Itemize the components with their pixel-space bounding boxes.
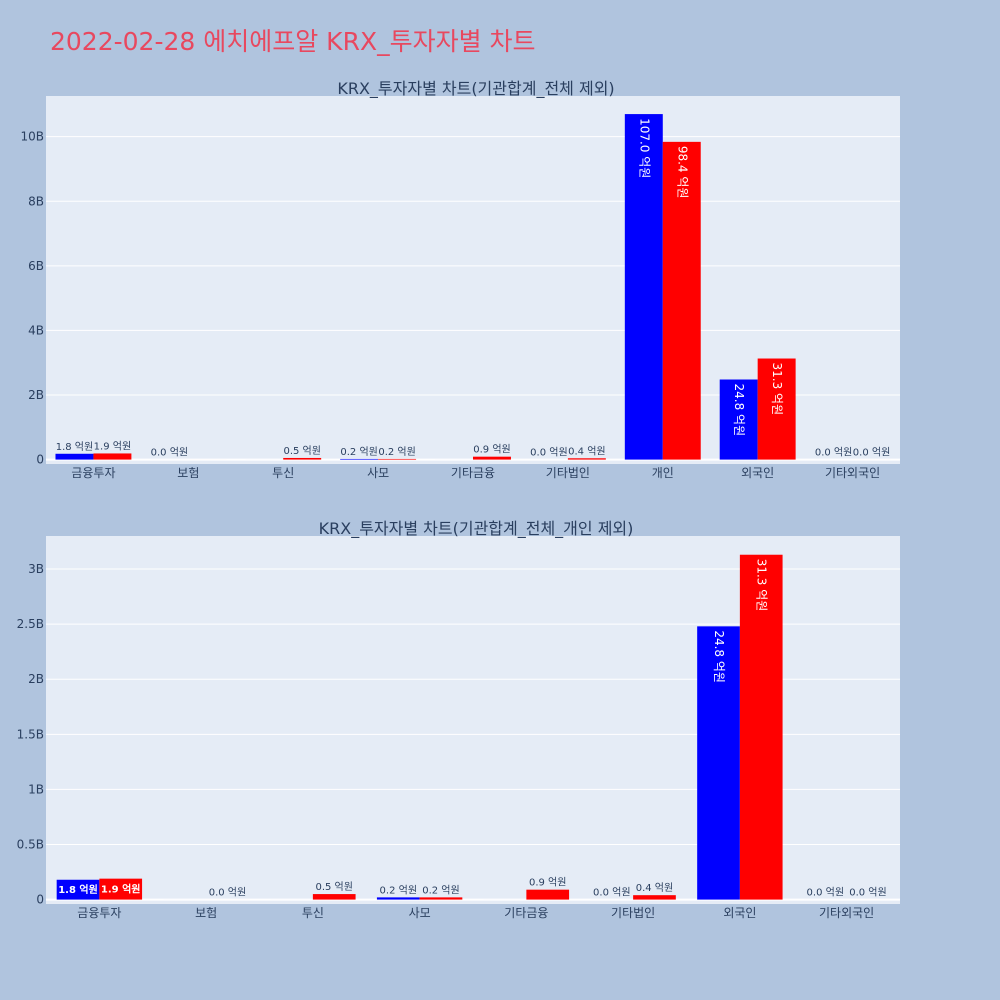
data-label: 0.0 억원 [815,447,852,459]
data-label: 0.0 억원 [209,887,246,899]
data-label: 0.5 억원 [315,881,352,893]
chart-title: KRX_투자자별 차트(기관합계_전체_개인 제외) [319,519,634,539]
x-tick-label: 기타법인 [611,906,655,920]
bar [55,453,94,460]
bar [340,458,379,460]
x-tick-label: 사모 [367,466,389,480]
data-label: 31.3 억원 [755,559,769,612]
data-label: 0.2 억원 [340,446,377,458]
y-tick-label: 2B [28,388,44,402]
data-label: 0.9 억원 [473,444,510,456]
data-label: 0.0 억원 [151,447,188,459]
x-tick-label: 기타금융 [504,906,548,920]
bar [739,554,783,900]
y-tick-label: 4B [28,323,44,337]
data-label: 0.4 억원 [568,445,605,457]
y-tick-label: 8B [28,194,44,208]
data-label: 0.0 억원 [853,447,890,459]
data-label: 0.2 억원 [378,446,415,458]
bar [757,358,796,460]
y-tick-label: 1.5B [17,727,44,741]
x-tick-label: 투신 [272,466,294,480]
x-tick-label: 금융투자 [71,466,115,480]
x-tick-label: 투신 [302,906,324,920]
data-label: 0.0 억원 [807,887,844,899]
x-tick-label: 외국인 [723,906,756,920]
x-tick-label: 기타외국인 [825,466,880,480]
bar [697,626,740,900]
data-label: 1.8 억원 [56,441,93,453]
y-tick-label: 1B [28,782,44,796]
y-tick-label: 2.5B [17,617,44,631]
data-label: 0.0 억원 [593,887,630,899]
x-tick-label: 기타금융 [451,466,495,480]
y-tick-label: 10B [20,130,44,144]
chart-title: KRX_투자자별 차트(기관합계_전체 제외) [337,79,614,99]
page-title: 2022-02-28 에치에프알 KRX_투자자별 차트 [50,27,536,56]
data-label: 1.9 억원 [101,883,141,896]
bar [376,897,420,900]
data-label: 24.8 억원 [732,384,746,437]
data-label: 0.2 억원 [380,884,417,896]
y-tick-label: 2B [28,672,44,686]
x-tick-label: 기타법인 [546,466,590,480]
bar [633,895,676,900]
y-tick-label: 0.5B [17,837,44,851]
bar [567,458,606,460]
data-label: 0.4 억원 [636,882,673,894]
y-tick-label: 0 [36,453,44,467]
x-tick-label: 보험 [195,906,217,920]
x-tick-label: 사모 [409,906,431,920]
x-tick-label: 외국인 [741,466,774,480]
bar [719,379,758,460]
bar [624,114,663,460]
x-tick-label: 개인 [652,466,674,480]
bar [419,897,463,900]
data-label: 107.0 억원 [637,118,651,178]
data-label: 24.8 억원 [712,630,726,683]
data-label: 1.8 억원 [58,883,98,896]
data-label: 0.5 억원 [283,445,320,457]
data-label: 0.2 억원 [422,884,459,896]
data-label: 0.0 억원 [849,887,886,899]
bar [312,894,356,900]
y-tick-label: 6B [28,259,44,273]
data-label: 0.9 억원 [529,877,566,889]
data-label: 98.4 억원 [675,146,689,199]
bar [93,453,132,460]
x-tick-label: 기타외국인 [819,906,874,920]
y-tick-label: 3B [28,562,44,576]
x-tick-label: 금융투자 [77,906,121,920]
data-label: 31.3 억원 [770,363,784,416]
bar [662,141,701,460]
bar [378,458,417,460]
bar [283,457,322,460]
data-label: 0.0 억원 [530,447,567,459]
data-label: 1.9 억원 [94,440,131,452]
y-tick-label: 0 [36,893,44,907]
x-tick-label: 보험 [177,466,199,480]
bar [99,878,143,900]
bar [56,879,100,900]
bar [473,456,511,460]
bar [526,889,570,900]
